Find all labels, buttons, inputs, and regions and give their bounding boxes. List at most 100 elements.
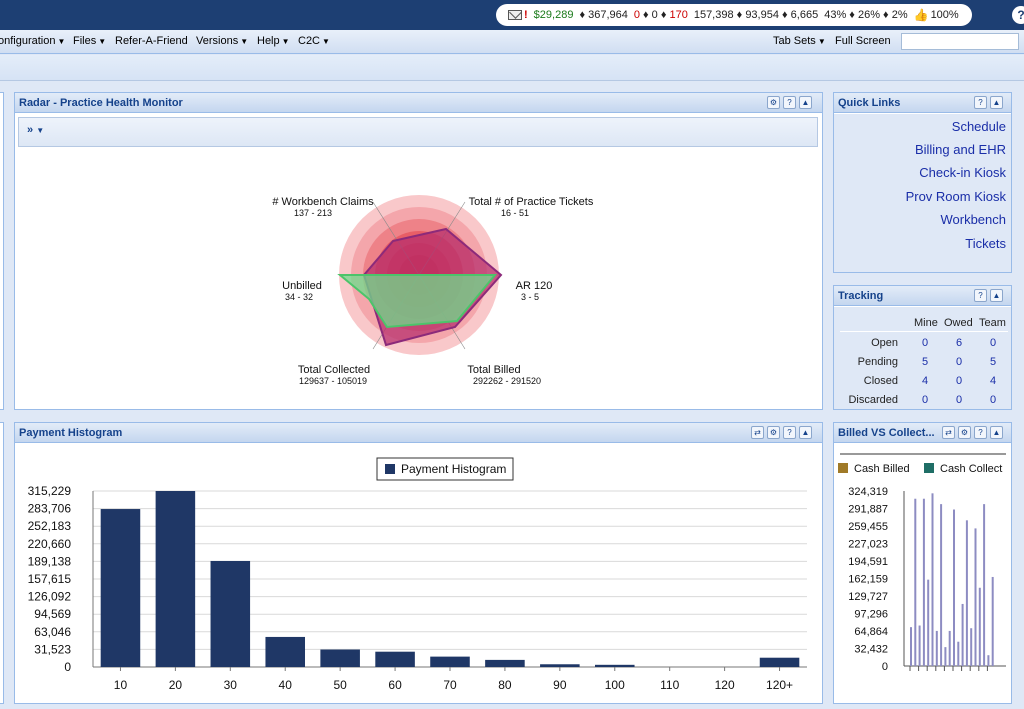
help-icon[interactable]: ? bbox=[974, 426, 987, 439]
histogram-bar bbox=[594, 664, 635, 667]
y-tick-label: 157,615 bbox=[28, 572, 72, 586]
billed-bar bbox=[944, 647, 947, 666]
legend-swatch bbox=[924, 463, 934, 473]
radar-toolbar: » ▼ bbox=[18, 117, 818, 147]
menu-versions[interactable]: Versions ▼ bbox=[196, 35, 249, 47]
gear-icon[interactable]: ⚙ bbox=[958, 426, 971, 439]
x-tick-label: 120 bbox=[715, 678, 735, 692]
panel-header: Radar - Practice Health Monitor ⚙ ? ▲ bbox=[15, 93, 822, 113]
tracking-value[interactable]: 4 bbox=[989, 375, 997, 387]
link-workbench[interactable]: Workbench bbox=[940, 212, 1006, 227]
panel-title: Payment Histogram bbox=[19, 427, 123, 439]
panel-header: Quick Links ? ▲ bbox=[834, 93, 1011, 113]
tracking-value[interactable]: 0 bbox=[989, 394, 997, 406]
collapse-icon[interactable]: ▲ bbox=[990, 96, 1003, 109]
link-billing-ehr[interactable]: Billing and EHR bbox=[914, 142, 1006, 157]
billed-bar bbox=[948, 630, 951, 666]
menu-full-screen[interactable]: Full Screen bbox=[835, 35, 891, 47]
billed-bar bbox=[940, 504, 943, 666]
menu-files[interactable]: Files ▼ bbox=[73, 35, 107, 47]
legend-label: Cash Collect bbox=[940, 463, 1002, 475]
billed-bar bbox=[961, 603, 964, 666]
row-label: Pending bbox=[857, 356, 898, 368]
tab-strip bbox=[0, 55, 1024, 81]
radar-axis-label: Unbilled bbox=[282, 280, 322, 292]
tracking-value[interactable]: 0 bbox=[921, 337, 929, 349]
billed-bar bbox=[970, 628, 973, 666]
y-tick-label: 64,864 bbox=[854, 626, 888, 638]
radar-axis-label: Total # of Practice Tickets bbox=[469, 196, 594, 208]
help-icon[interactable]: ? bbox=[974, 96, 987, 109]
histogram-bar bbox=[210, 560, 251, 667]
y-tick-label: 94,569 bbox=[34, 607, 71, 621]
tracking-value[interactable]: 0 bbox=[955, 356, 963, 368]
mail-icon[interactable] bbox=[508, 10, 522, 20]
x-tick-label: 40 bbox=[279, 678, 293, 692]
gear-icon[interactable]: ⚙ bbox=[767, 426, 780, 439]
collapse-icon[interactable]: ▲ bbox=[990, 289, 1003, 302]
legend-swatch bbox=[385, 464, 395, 474]
histogram-bar bbox=[759, 657, 800, 667]
tracking-value[interactable]: 4 bbox=[921, 375, 929, 387]
tracking-value[interactable]: 5 bbox=[989, 356, 997, 368]
thumbs-up-icon: 👍 bbox=[913, 8, 929, 22]
histogram-bar bbox=[100, 509, 141, 667]
y-tick-label: 315,229 bbox=[28, 484, 72, 498]
chevron-down-icon: ▼ bbox=[98, 37, 107, 46]
help-icon[interactable]: ? bbox=[974, 289, 987, 302]
gear-icon[interactable]: ⚙ bbox=[767, 96, 780, 109]
y-tick-label: 0 bbox=[64, 660, 71, 674]
y-tick-label: 324,319 bbox=[848, 486, 888, 498]
search-input[interactable] bbox=[901, 33, 1019, 50]
tracking-value[interactable]: 6 bbox=[955, 337, 963, 349]
tracking-value[interactable]: 5 bbox=[921, 356, 929, 368]
billed-bar bbox=[957, 641, 960, 666]
billed-bar bbox=[978, 587, 981, 666]
x-tick-label: 100 bbox=[605, 678, 625, 692]
menu-configuration[interactable]: onfiguration ▼ bbox=[0, 35, 66, 47]
radar-axis-range: 34 - 32 bbox=[285, 292, 313, 302]
row-label: Open bbox=[871, 337, 898, 349]
legend-box bbox=[376, 457, 514, 481]
help-icon[interactable]: ? bbox=[783, 96, 796, 109]
chevron-down-icon: ▼ bbox=[57, 37, 66, 46]
menu-c2c[interactable]: C2C ▼ bbox=[298, 35, 330, 47]
tracking-value[interactable]: 0 bbox=[955, 394, 963, 406]
link-prov-room-kiosk[interactable]: Prov Room Kiosk bbox=[905, 189, 1006, 204]
radar-axis-range: 129637 - 105019 bbox=[299, 376, 367, 386]
link-checkin-kiosk[interactable]: Check-in Kiosk bbox=[919, 165, 1006, 180]
menu-tab-sets[interactable]: Tab Sets ▼ bbox=[773, 35, 826, 47]
panel-header: Tracking ? ▲ bbox=[834, 286, 1011, 306]
tracking-value[interactable]: 0 bbox=[955, 375, 963, 387]
link-tickets[interactable]: Tickets bbox=[965, 236, 1006, 251]
histogram-bar bbox=[485, 659, 525, 667]
x-tick-label: 60 bbox=[388, 678, 402, 692]
help-icon[interactable]: ? bbox=[1012, 6, 1024, 24]
collapse-icon[interactable]: ▲ bbox=[990, 426, 1003, 439]
link-schedule[interactable]: Schedule bbox=[951, 119, 1006, 134]
help-icon[interactable]: ? bbox=[783, 426, 796, 439]
status-amount: $29,289 bbox=[533, 9, 574, 21]
status-summary[interactable]: ! $29,289 ♦ 367,964 0 ♦ 0 ♦ 170 157,398 … bbox=[496, 4, 972, 26]
tracking-table: Mine Owed Team Open 0 6 0 Pending 5 0 5 … bbox=[834, 307, 1011, 409]
panel-title: Quick Links bbox=[838, 97, 901, 109]
alert-icon: ! bbox=[524, 9, 528, 21]
radar-series-previous bbox=[337, 274, 498, 329]
menu-help[interactable]: Help ▼ bbox=[257, 35, 290, 47]
y-tick-label: 291,887 bbox=[848, 504, 888, 516]
radar-chart: # Workbench Claims 137 - 213 Total # of … bbox=[272, 195, 594, 386]
expand-icon[interactable]: » ▼ bbox=[27, 124, 45, 136]
tracking-value[interactable]: 0 bbox=[989, 337, 997, 349]
billed-bar bbox=[914, 498, 917, 666]
tracking-value[interactable]: 0 bbox=[921, 394, 929, 406]
histogram-bar bbox=[155, 491, 196, 667]
refresh-icon[interactable]: ⇄ bbox=[942, 426, 955, 439]
collapse-icon[interactable]: ▲ bbox=[799, 96, 812, 109]
histogram-bar bbox=[375, 651, 415, 667]
column-header: Team bbox=[979, 317, 1006, 329]
collapse-icon[interactable]: ▲ bbox=[799, 426, 812, 439]
payment-histogram-panel: Payment Histogram ⇄ ⚙ ? ▲ Payment Histog… bbox=[14, 422, 823, 704]
status-seg2a: 0 bbox=[633, 9, 640, 21]
refresh-icon[interactable]: ⇄ bbox=[751, 426, 764, 439]
menu-refer-a-friend[interactable]: Refer-A-Friend bbox=[115, 35, 188, 47]
